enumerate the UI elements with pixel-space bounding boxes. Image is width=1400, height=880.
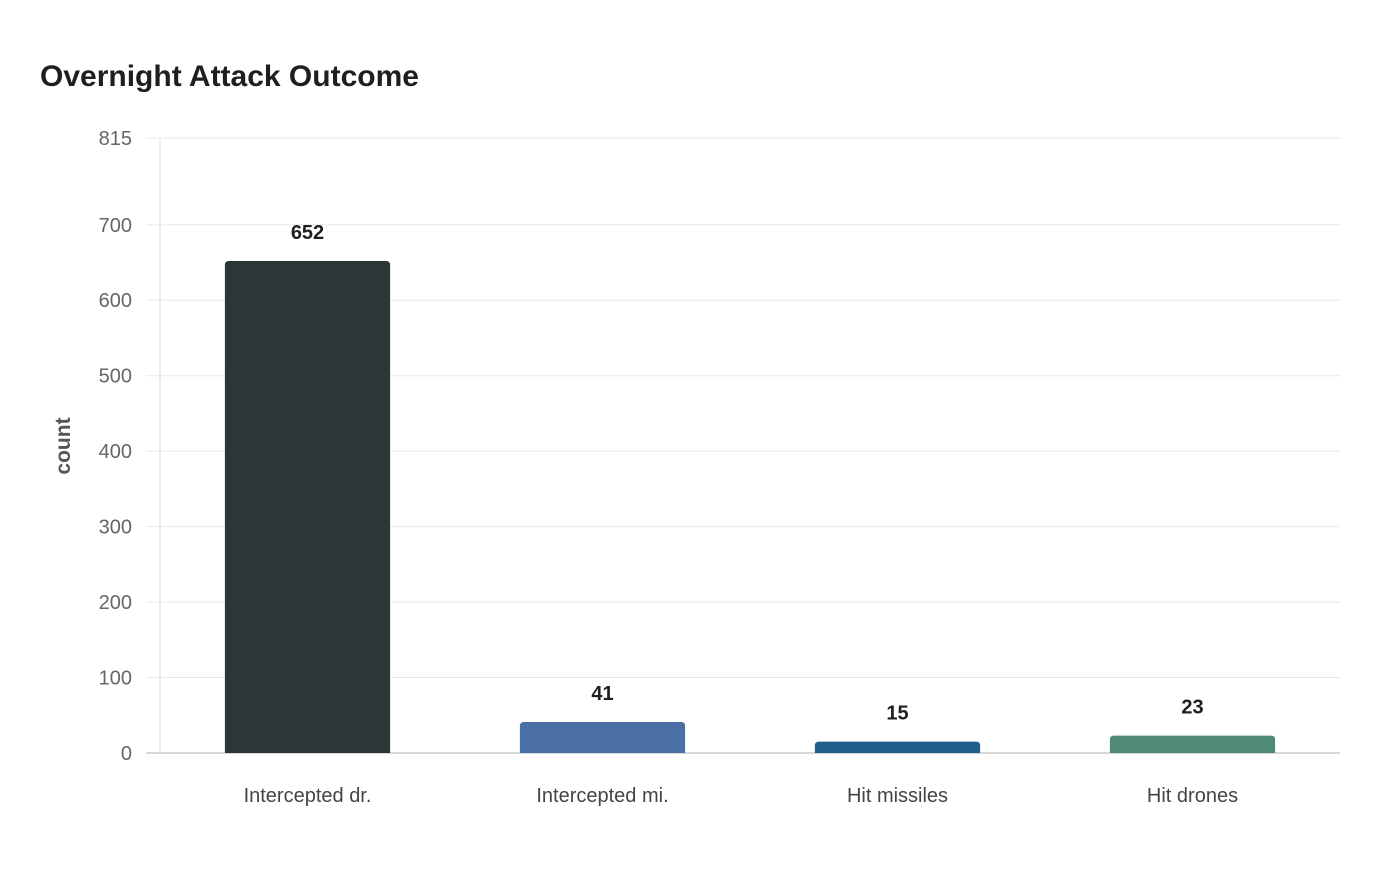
x-tick-label: Intercepted dr. (244, 785, 372, 807)
y-axis-title: count (52, 417, 75, 474)
y-tick-label: 100 (99, 668, 132, 690)
labels: 0 100 200 300 400 500 600 700 815 652 Intercepted … (99, 128, 1238, 807)
y-tick-label: 815 (99, 128, 132, 150)
x-tick-label: Hit drones (1147, 785, 1238, 807)
y-tick-label: 200 (99, 592, 132, 614)
x-tick-label: Intercepted mi. (536, 785, 668, 807)
bars (224, 261, 1276, 753)
data-label: 41 (591, 683, 613, 705)
data-label: 652 (291, 222, 324, 244)
y-tick-label: 500 (99, 366, 132, 388)
bar (224, 261, 391, 753)
y-tick-label: 700 (99, 215, 132, 237)
chart-title: Overnight Attack Outcome (40, 60, 419, 93)
bar (519, 722, 686, 753)
y-tick-label: 600 (99, 290, 132, 312)
y-tick-label: 300 (99, 517, 132, 539)
data-label: 15 (886, 703, 908, 725)
bar (1109, 735, 1276, 753)
y-tick-label: 400 (99, 441, 132, 463)
bar (814, 741, 981, 753)
data-label: 23 (1181, 697, 1203, 719)
y-tick-label: 0 (121, 743, 132, 765)
x-tick-label: Hit missiles (847, 785, 948, 807)
